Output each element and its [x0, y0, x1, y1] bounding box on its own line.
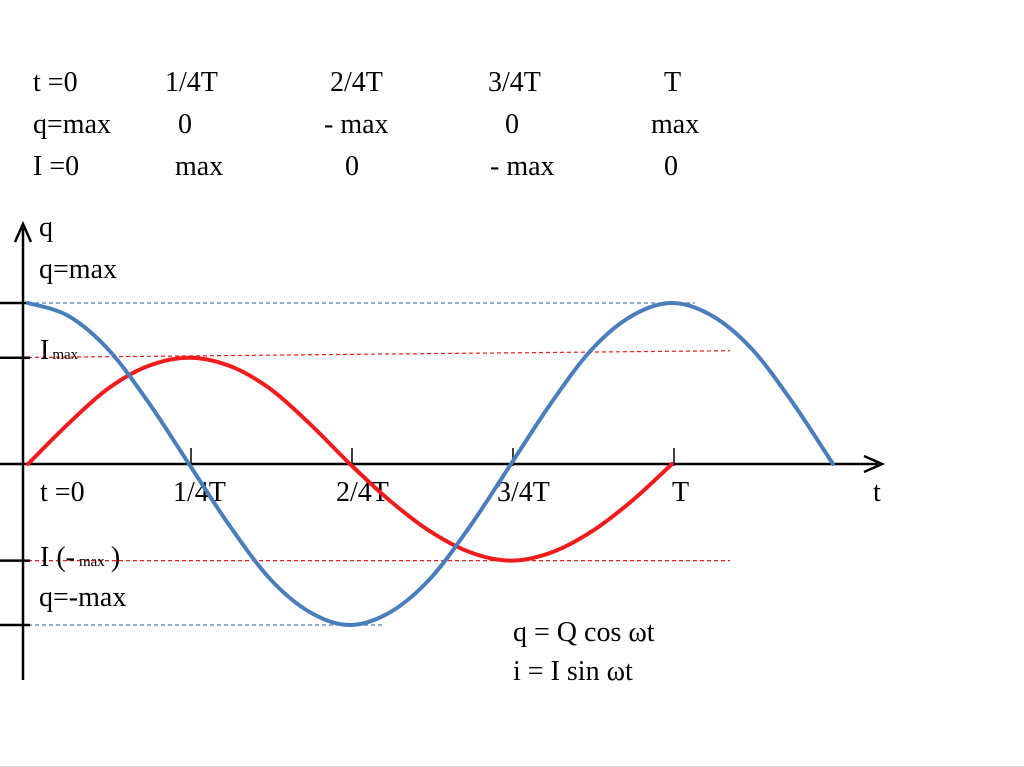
x-tick-label: t =0	[40, 477, 85, 508]
reference-lines	[0, 302, 731, 626]
table-row-0-col-0: t =0	[33, 67, 78, 98]
q-formula: q = Q cos ωt	[513, 617, 655, 648]
i-min-label: I (- max)	[40, 542, 120, 573]
series-line-q	[26, 301, 835, 627]
table-row-0-col-1: 1/4T	[165, 67, 218, 98]
x-tick-label: T	[672, 477, 689, 508]
y-axis-label: q	[39, 212, 53, 243]
q-min-label: q=-max	[39, 582, 126, 613]
table-row-0-col-2: 2/4T	[330, 67, 383, 98]
table-row-0-col-4: T	[664, 67, 681, 98]
x-tick-label: 3/4T	[497, 477, 550, 508]
x-axis-label: t	[873, 477, 881, 508]
y-level-ticks	[0, 301, 30, 627]
value-table: t =0 1/4T 2/4T 3/4T T q=max 0 - max 0 ma…	[33, 67, 699, 182]
i-max-letter: I	[40, 335, 49, 366]
table-row-2-col-0: I =0	[33, 151, 79, 182]
x-ticks: t =0 1/4T 2/4T 3/4T T	[40, 448, 689, 508]
table-row-2-col-2: 0	[345, 151, 359, 182]
table-row-2-col-3: - max	[490, 151, 555, 182]
q-max-label: q=max	[39, 254, 117, 285]
table-row-1-col-4: max	[651, 109, 699, 140]
table-row-2-col-1: max	[175, 151, 223, 182]
i-max-subscript: max	[52, 347, 78, 363]
table-row-1-col-0: q=max	[33, 109, 111, 140]
y-axis-arrow	[13, 220, 33, 243]
table-row-1-col-1: 0	[178, 109, 192, 140]
i-max-dashed-line	[0, 350, 731, 359]
table-row-1-col-3: 0	[505, 109, 519, 140]
x-axis-arrow	[863, 454, 886, 474]
series-line-i	[26, 355, 674, 563]
axes: t =0 1/4T 2/4T 3/4T T	[0, 220, 886, 680]
i-min-close: )	[111, 542, 120, 573]
i-formula: i = I sin ωt	[513, 656, 633, 687]
table-row-0-col-3: 3/4T	[488, 67, 541, 98]
series-layer	[26, 301, 835, 627]
table-row-2-col-4: 0	[664, 151, 678, 182]
i-min-subscript: max	[79, 554, 105, 570]
i-min-letter: I (-	[40, 542, 75, 573]
table-row-1-col-2: - max	[324, 109, 389, 140]
